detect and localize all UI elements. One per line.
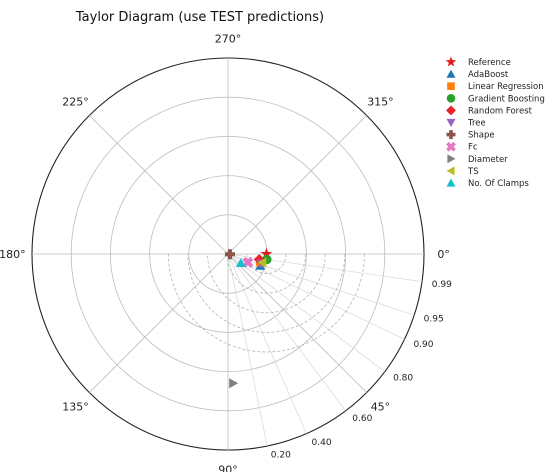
angle-label: 270° [215,32,242,45]
legend-marker-tree [446,118,456,127]
angle-label: 180° [0,248,26,261]
polar-grid [31,57,425,451]
angle-label: 225° [62,96,89,109]
rmsd-contour [207,253,326,314]
angle-gridline [89,115,229,255]
angle-gridline [227,253,367,393]
legend-label-fc: Fc [468,143,478,153]
correlation-label: 0.90 [413,340,433,350]
legend-label-shape: Shape [468,131,495,141]
correlation-line [227,253,415,316]
angle-label: 0° [437,248,450,261]
angle-gridline [227,115,367,255]
rmsd-contour [226,253,307,294]
legend-marker-ts [446,166,455,176]
angle-label: 45° [371,400,391,413]
correlation-label: 0.60 [352,414,372,424]
angle-label: 135° [62,400,89,413]
legend-label-gradient-boosting: Gradient Boosting [468,94,545,104]
rmsd-contour [168,253,365,353]
legend-marker-gradient-boosting [446,94,456,103]
legend-label-adaboost: AdaBoost [468,70,509,80]
point-ts [257,257,267,268]
correlation-line [227,253,346,412]
legend-marker-random-forest [446,105,456,116]
correlation-line [227,253,307,434]
legend-label-no-of-clamps: No. Of Clamps [468,179,529,189]
rmsd-contours [168,253,365,353]
rmsd-contour [187,253,346,333]
point-no-of-clamps [235,257,246,267]
correlation-label: 0.20 [271,451,291,461]
chart-title: Taylor Diagram (use TEST predictions) [75,10,324,25]
point-fc [242,257,254,268]
correlation-label: 0.40 [312,438,332,448]
legend-label-ts: TS [467,167,479,177]
point-reference [260,247,273,260]
correlation-label: 0.99 [432,280,452,290]
point-diameter [229,378,239,389]
legend-marker-fc [446,141,456,152]
legend-marker-no-of-clamps [446,178,456,187]
legend-marker-diameter [447,154,456,164]
point-shape [224,249,235,260]
legend-marker-adaboost [446,69,456,78]
correlation-line [227,253,386,372]
legend-label-linear-regression: Linear Regression [468,82,544,92]
correlation-tick-labels: 0.99 0.95 0.90 0.80 0.60 0.40 0.20 [271,280,452,461]
legend-label-tree: Tree [467,119,486,129]
correlation-label: 0.80 [393,373,413,383]
legend-marker-linear-regression [447,82,455,91]
legend: Reference AdaBoost Linear Regression Gradie… [445,56,545,189]
angle-gridline [89,253,229,393]
legend-marker-reference [445,56,457,67]
correlation-label: 0.95 [424,315,444,325]
legend-label-reference: Reference [468,58,511,68]
legend-marker-shape [446,130,456,140]
angle-label: 315° [367,96,394,109]
data-points [224,247,273,389]
angle-label: 90° [218,464,238,472]
rmsd-contour [246,253,287,274]
angle-tick-labels: 0° 45° 90° 135° 180° 225° 270° 315° [0,32,450,472]
legend-label-random-forest: Random Forest [468,106,533,116]
legend-label-diameter: Diameter [468,155,508,165]
